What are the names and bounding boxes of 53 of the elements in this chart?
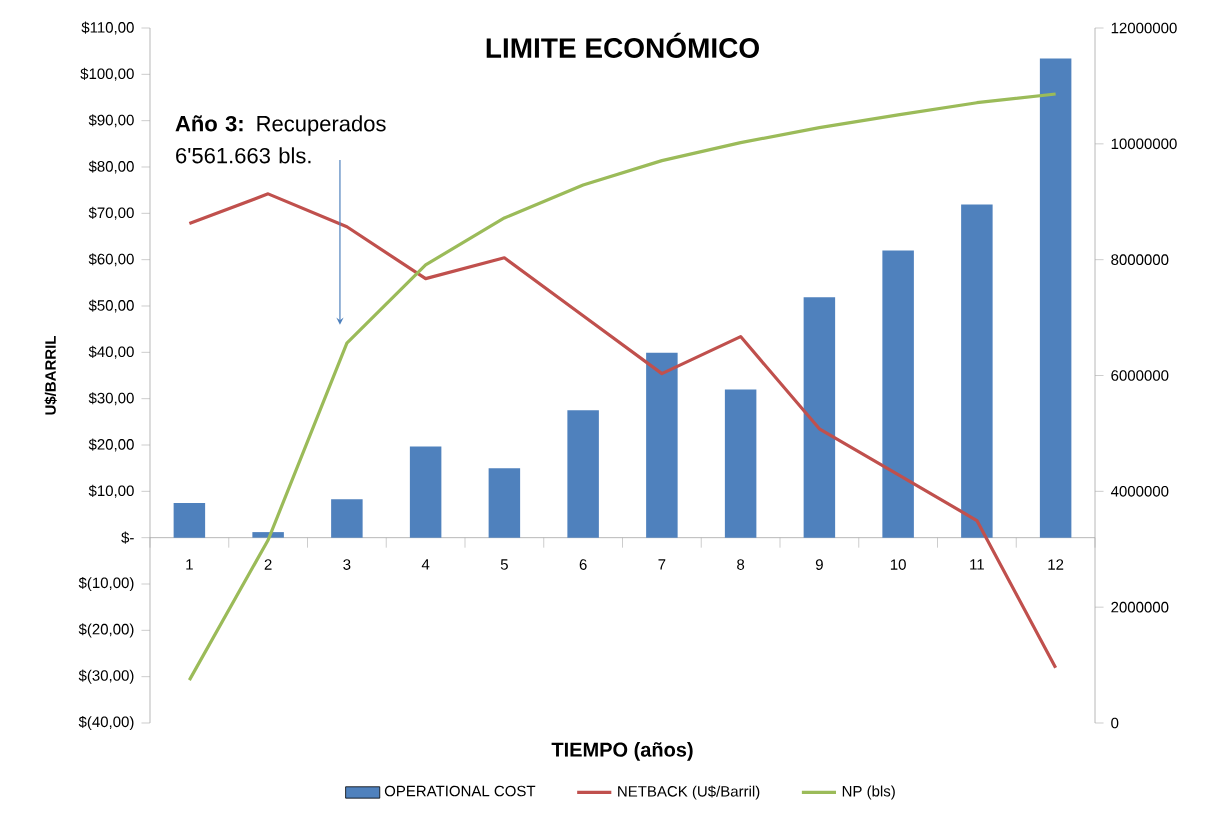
annotation: Año 3: Recuperados 6'561.663 bls. (175, 115, 386, 164)
y-tick-label: $(30,00) (78, 669, 134, 684)
bar (803, 297, 836, 538)
x-tick-label: 2 (264, 559, 272, 570)
y2-tick-label: 8000000 (1111, 254, 1169, 265)
x-tick-label: 7 (658, 559, 666, 570)
y2-tick-label: 2000000 (1111, 601, 1169, 613)
x-tick-label: 12 (1048, 559, 1064, 570)
x-tick-label: 10 (890, 559, 906, 570)
bar (882, 250, 914, 538)
x-tick-label: 1 (186, 559, 193, 570)
chart-title: LIMITE ECONÓMICO (486, 32, 759, 58)
bar (173, 502, 206, 538)
y-axis-title: U$/BARRIL (44, 335, 57, 415)
x-tick-label: 8 (737, 559, 745, 570)
bar (331, 499, 363, 538)
bar (1039, 58, 1072, 538)
y-tick-label: $(20,00) (78, 623, 134, 638)
y-tick-label: $70,00 (88, 206, 134, 220)
bar (567, 410, 599, 538)
legend-label: NETBACK (U$/Barril) (618, 785, 760, 800)
y-tick-label: $20,00 (88, 438, 134, 452)
bar (646, 352, 678, 538)
y-tick-label: $(10,00) (78, 576, 134, 592)
y-tick-label: $10,00 (88, 484, 134, 498)
bar (409, 446, 442, 538)
y2-tick-label: 12000000 (1111, 22, 1177, 34)
y-tick-label: $50,00 (88, 299, 134, 313)
bar (488, 468, 521, 538)
y-tick-label: $40,00 (88, 345, 134, 359)
bar (961, 204, 993, 538)
y-tick-label: $(40,00) (78, 715, 134, 731)
y-tick-label: $100,00 (80, 67, 134, 81)
y-tick-label: $30,00 (88, 392, 134, 406)
x-tick-label: 11 (970, 559, 984, 570)
legend-label: OPERATIONAL COST (384, 785, 536, 797)
x-tick-label: 4 (421, 559, 430, 570)
x-tick-label: 6 (579, 559, 587, 570)
x-axis-title: TIEMPO (años) (551, 742, 693, 761)
y-tick-label: $- (121, 531, 134, 544)
y-tick-label: $110,00 (81, 21, 134, 35)
x-tick-label: 3 (343, 559, 351, 570)
y-tick-label: $90,00 (88, 114, 134, 128)
y-tick-label: $60,00 (88, 253, 134, 267)
bar (724, 389, 757, 538)
y2-tick-label: 6000000 (1111, 370, 1169, 381)
y2-tick-label: 0 (1111, 717, 1119, 729)
legend-label: NP (bls) (842, 785, 895, 800)
y2-tick-label: 4000000 (1110, 486, 1169, 497)
x-tick-label: 9 (815, 559, 823, 570)
x-tick-label: 5 (500, 559, 508, 570)
y2-tick-label: 10000000 (1111, 138, 1177, 150)
y-tick-label: $80,00 (88, 160, 134, 174)
